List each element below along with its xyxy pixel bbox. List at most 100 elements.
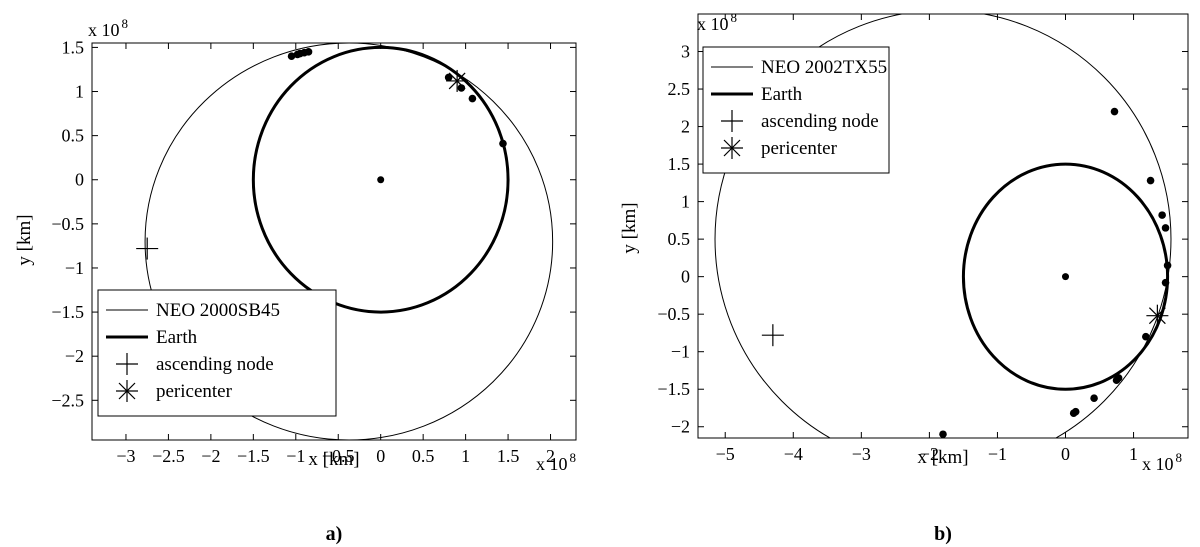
y-tick-label: 3 [681, 42, 690, 62]
x-axis-label: x [km] [308, 449, 359, 470]
y-exponent-label-base: x 10 [88, 20, 120, 40]
x-tick-label: 0 [376, 446, 385, 466]
x-exponent-label-power: 8 [1176, 450, 1183, 465]
legend-label: pericenter [761, 138, 838, 159]
x-tick-label: −1.5 [237, 446, 270, 466]
panel-caption: b) [934, 523, 952, 545]
x-tick-label: −5 [716, 444, 735, 464]
pericenter-marker [1146, 304, 1169, 327]
legend-label: ascending node [156, 354, 274, 375]
neo-orbit-line [714, 14, 1172, 438]
legend: NEO 2000SB45 Earth ascending node pericente… [97, 289, 337, 417]
y-axis-label: y [km] [14, 214, 35, 265]
x-tick-label: −2.5 [152, 446, 185, 466]
encounter-point [304, 48, 313, 56]
legend-box [97, 289, 337, 417]
legend-label: ascending node [761, 111, 879, 132]
legend-item: pericenter [116, 380, 233, 402]
legend-item: NEO 2002TX55 [711, 57, 887, 78]
y-tick-label: 2.5 [668, 79, 691, 99]
x-tick-label: −1 [286, 446, 305, 466]
legend-item: Earth [711, 84, 803, 105]
legend-swatch-pericenter [118, 382, 136, 400]
x-tick-label: 1 [1129, 444, 1138, 464]
pericenter-stroke [1148, 307, 1166, 325]
encounter-point [444, 73, 453, 82]
plot-area [714, 14, 1172, 438]
legend: NEO 2002TX55 Earth ascending node pericente… [702, 46, 890, 174]
encounter-point [1161, 224, 1170, 232]
y-tick-label: −0.5 [51, 214, 84, 234]
encounter-point [468, 94, 477, 103]
legend-item: ascending node [721, 110, 879, 132]
x-tick-label: 0.5 [412, 446, 435, 466]
encounter-point [457, 84, 466, 92]
y-tick-label: −2 [65, 346, 84, 366]
x-tick-label: −1 [988, 444, 1007, 464]
chart-panel-b: −5 −4 −3 −2 −1 0 1 −2 −1.5 −1 −0.5 0 0.5 1 1.5 2 2.5 3 x [… [619, 10, 1189, 545]
encounter-point [1163, 261, 1172, 270]
x-exponent-label-base: x 10 [1142, 454, 1174, 474]
earth-orbit-line [961, 162, 1170, 391]
x-tick-label: −3 [116, 446, 135, 466]
y-tick-label: −0.5 [657, 304, 690, 324]
y-tick-label: 2 [681, 117, 690, 137]
encounter-point [1158, 211, 1166, 219]
encounter-point [1069, 409, 1078, 418]
x-axis-label: x [km] [917, 447, 968, 468]
x-tick-label: 1 [461, 446, 470, 466]
y-tick-label: −1 [671, 342, 690, 362]
y-tick-label: −1.5 [51, 302, 84, 322]
encounter-point [939, 430, 947, 438]
x-tick-label: 1.5 [497, 446, 520, 466]
y-tick-label: −1.5 [657, 379, 690, 399]
axes-box [697, 13, 1189, 439]
y-exponent-label: x 10 8 [697, 10, 737, 34]
x-exponent-label-base: x 10 [536, 454, 568, 474]
legend-item: ascending node [116, 353, 274, 375]
sun-point [377, 176, 385, 184]
encounter-point [1142, 332, 1150, 341]
encounter-point [287, 52, 296, 61]
y-exponent-label-power: 8 [122, 16, 129, 31]
pericenter-marker [446, 69, 469, 92]
ascending-node-marker [136, 237, 159, 260]
y-axis-label: y [km] [619, 202, 640, 253]
legend-swatch-pericenter [723, 139, 741, 157]
panel-caption: a) [326, 523, 343, 545]
y-tick-label: 1.5 [668, 154, 691, 174]
y-tick-label: −2.5 [51, 390, 84, 410]
x-tick-label: −4 [784, 444, 803, 464]
ascending-node-marker [761, 324, 784, 347]
encounter-point [1090, 394, 1098, 403]
axes-box [91, 42, 577, 441]
y-tick-label: 0.5 [62, 126, 85, 146]
plot-area [136, 43, 554, 440]
legend-label: pericenter [156, 381, 233, 402]
encounter-point [1161, 278, 1170, 287]
x-exponent-label: x 10 8 [1142, 450, 1182, 474]
encounter-point [499, 139, 507, 148]
legend-label: NEO 2002TX55 [761, 57, 887, 78]
x-exponent-label: x 10 8 [536, 450, 576, 474]
legend-label: Earth [761, 84, 803, 105]
y-exponent-label-base: x 10 [697, 14, 729, 34]
neo-orbit-line [144, 43, 554, 440]
y-exponent-label: x 10 8 [88, 16, 128, 40]
y-tick-label: 1.5 [62, 37, 85, 57]
legend-label: Earth [156, 327, 198, 348]
chart-panel-a: −3 −2.5 −2 −1.5 −1 −0.5 0 0.5 1 1.5 2−2.5−2−1.5−1−… [14, 16, 577, 545]
legend-item: pericenter [721, 137, 838, 159]
y-tick-label: −1 [65, 258, 84, 278]
y-tick-label: 1 [681, 192, 690, 212]
legend-label: NEO 2000SB45 [156, 300, 280, 321]
legend-item: NEO 2000SB45 [106, 300, 280, 321]
legend-box [702, 46, 890, 174]
y-tick-label: 0 [75, 170, 84, 190]
y-tick-label: 1 [75, 82, 84, 102]
y-tick-label: 0.5 [668, 229, 691, 249]
x-tick-label: −2 [201, 446, 220, 466]
y-exponent-label-power: 8 [731, 10, 738, 25]
x-tick-label: −2 [920, 444, 939, 464]
